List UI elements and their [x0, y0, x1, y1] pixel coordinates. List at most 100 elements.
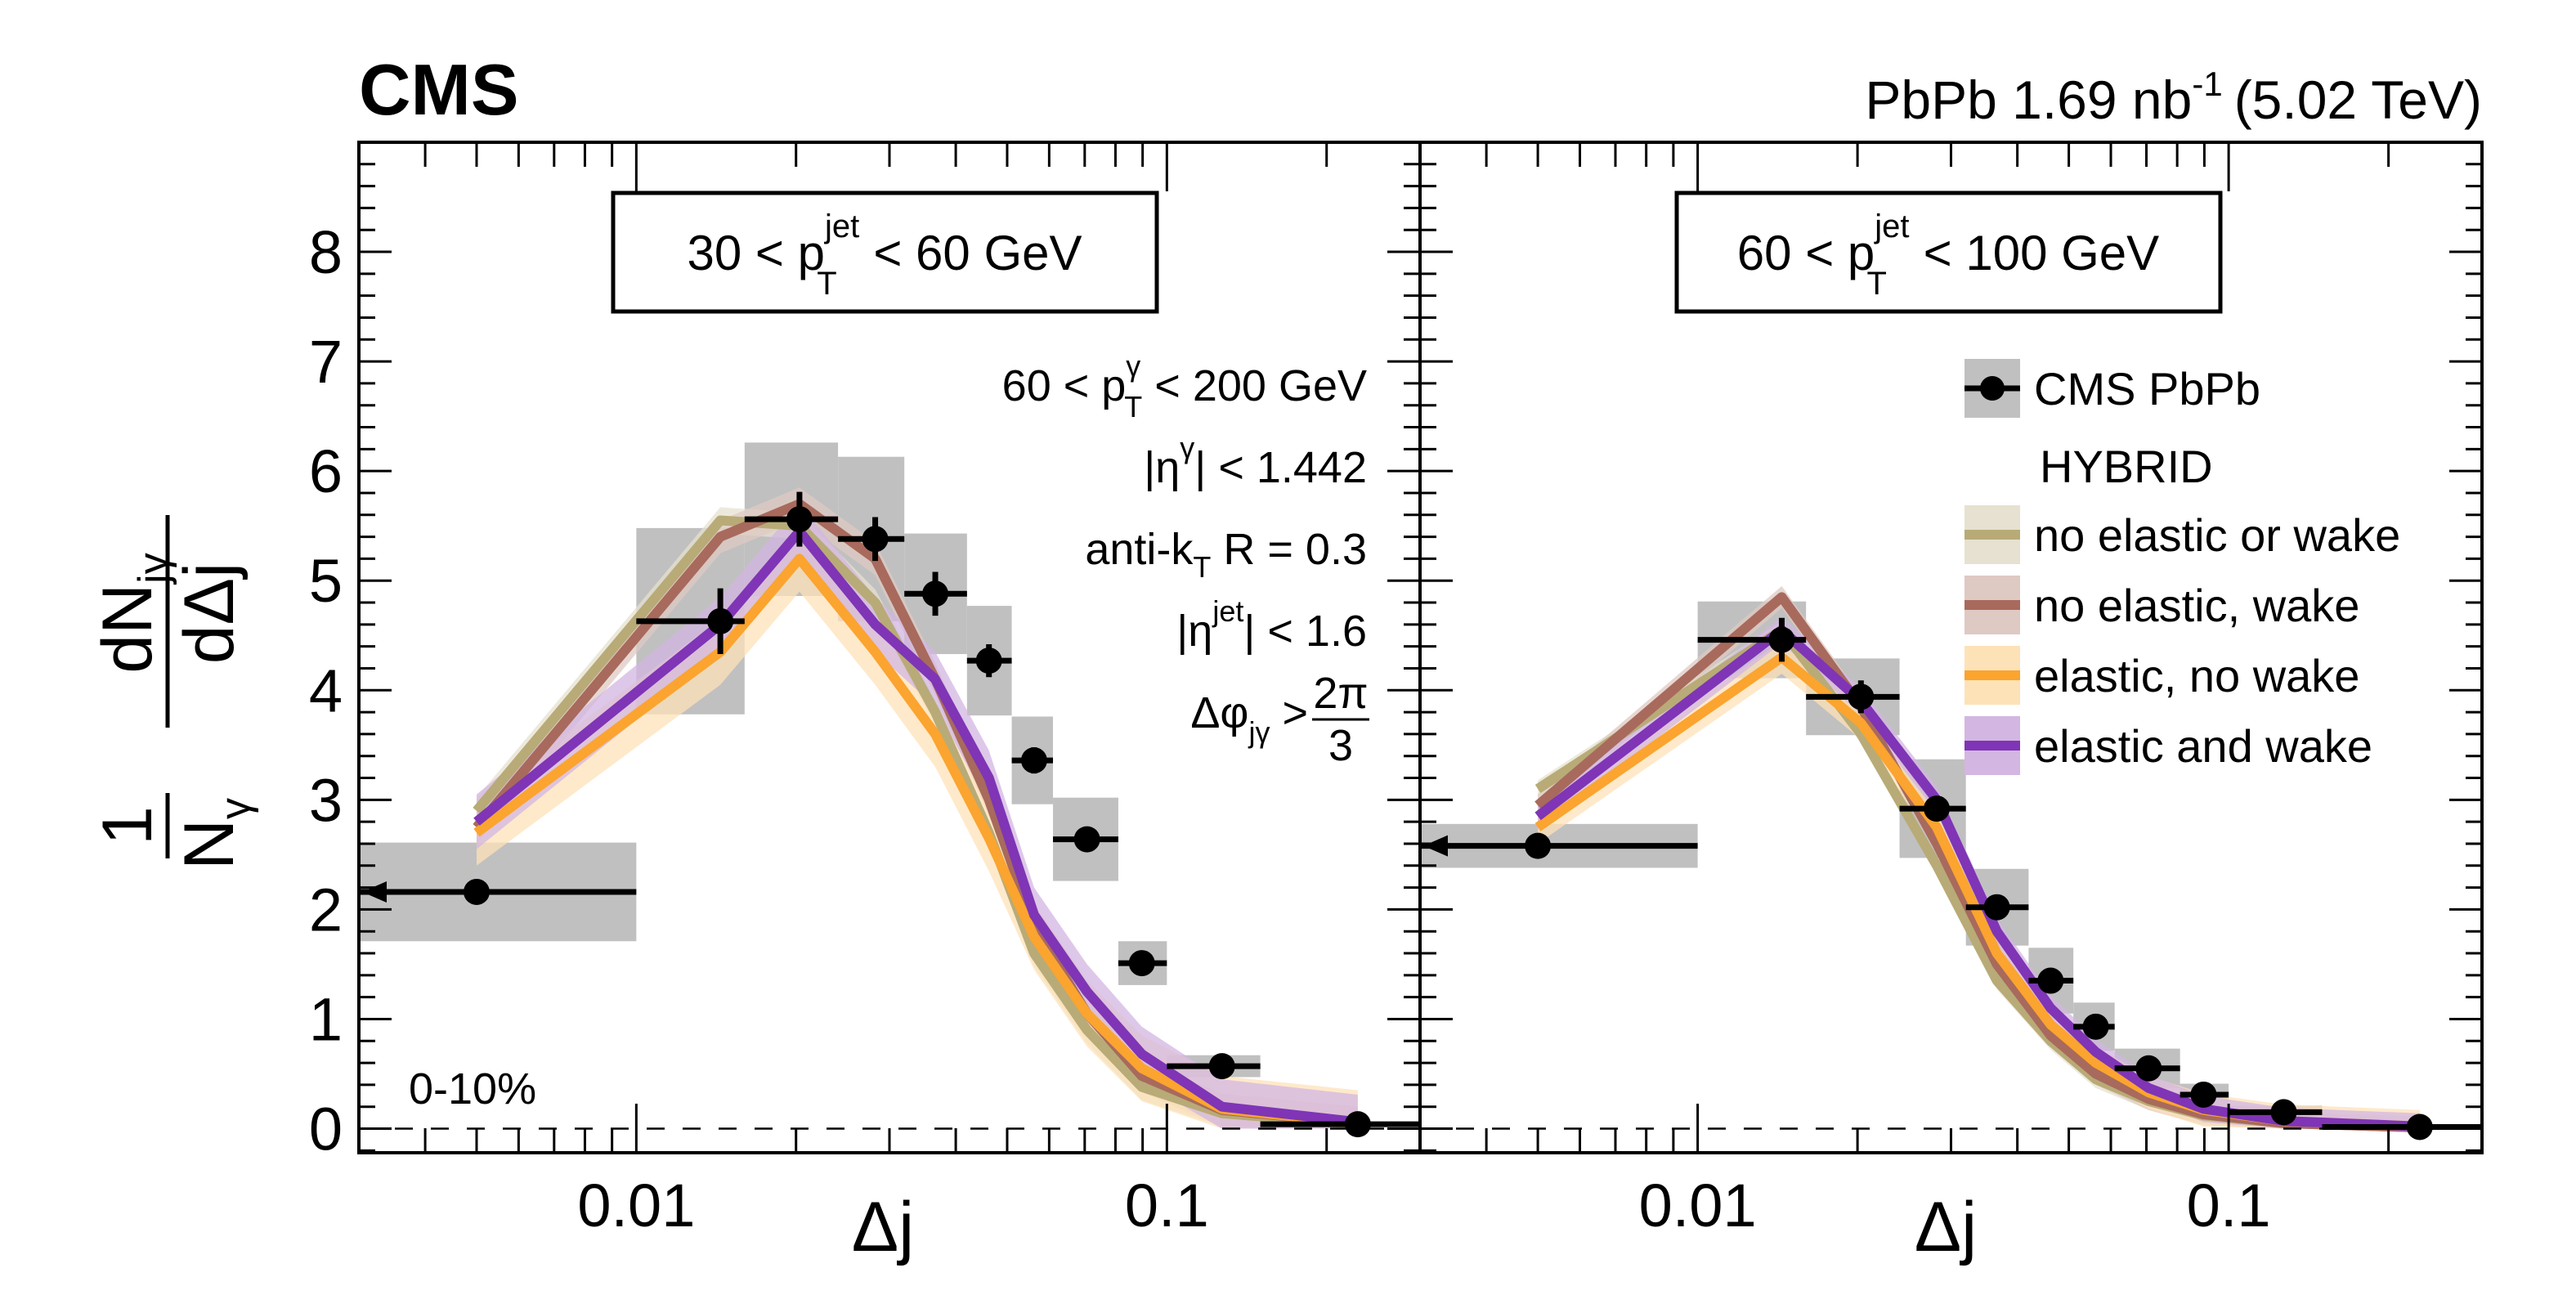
y-tick-label: 3 — [309, 766, 343, 834]
y-tick-label: 7 — [309, 328, 343, 396]
y-tick-label: 4 — [309, 656, 343, 724]
legend-line-swatch — [1964, 600, 2020, 610]
data-point — [2190, 1081, 2217, 1108]
jet-eta-sup: jet — [1212, 594, 1243, 628]
jet-pt-box-left-frame — [611, 190, 1159, 314]
model-line-4 — [473, 526, 1359, 1127]
y-axis-label: 1 Nγ dNjγ dΔj — [88, 515, 259, 870]
centrality-label: 0-10% — [409, 1064, 536, 1114]
panel-right: 0.01 0.1 — [1418, 141, 2484, 1239]
lumi-energy-label: PbPb 1.69 nb-1 (5.02 TeV) — [1865, 65, 2482, 130]
legend-model-label: elastic, no wake — [2034, 650, 2359, 701]
jet-pt-right-sup: jet — [1874, 208, 1909, 244]
jet-pt-left-sub: T — [817, 266, 836, 302]
model-band-4 — [476, 504, 1358, 1129]
data-point — [1208, 1053, 1235, 1080]
jet-pt-left-post: < 60 GeV — [860, 226, 1082, 280]
dphi-cut: Δφjγ > — [1190, 688, 1308, 749]
photon-pt-sup: γ — [1126, 349, 1140, 383]
x-tick-label: 0.1 — [2187, 1172, 2271, 1239]
experiment-label: CMS — [359, 49, 519, 130]
jet-pt-label-right: 60 < pjet T < 100 GeV — [1737, 208, 2159, 302]
jet-pt-box-left: 30 < pjet T < 60 GeV — [611, 190, 1159, 314]
lumi-unit-sup: -1 — [2192, 65, 2222, 103]
photon-eta-post: | < 1.442 — [1194, 443, 1367, 492]
underflow-arrow — [1423, 835, 1448, 857]
jet-pt-label-left: 30 < pjet T < 60 GeV — [687, 208, 1082, 302]
jet-eta-post: | < 1.6 — [1243, 607, 1367, 656]
panel-left: 0.01 0.1 0 1 2 3 4 5 6 7 8 — [309, 141, 1422, 1239]
jet-algo-pre: anti-k — [1085, 525, 1194, 574]
y-tick-label: 6 — [309, 437, 343, 505]
selection-info: 60 < pγ T < 200 GeV |ηγ| < 1.442 anti-kT … — [1002, 349, 1369, 770]
photon-eta-pre: |η — [1144, 443, 1180, 492]
data-point — [862, 526, 889, 553]
data-point — [922, 580, 949, 607]
jet-algo: anti-kT R = 0.3 — [1085, 525, 1367, 584]
data-point — [2037, 967, 2064, 994]
photon-eta-sup: γ — [1180, 431, 1194, 464]
dphi-sub: jγ — [1248, 715, 1270, 749]
photon-pt-sub: T — [1124, 390, 1142, 423]
legend-line-swatch — [1964, 741, 2020, 751]
x-tick-label: 0.01 — [1639, 1172, 1757, 1239]
data-point — [2082, 1013, 2109, 1040]
legend-line-swatch — [1964, 670, 2020, 680]
photon-pt-post: < 200 GeV — [1142, 361, 1367, 410]
data-point — [1344, 1111, 1371, 1138]
data-point — [2406, 1114, 2433, 1140]
x-axis-label-left: Δj — [852, 1188, 915, 1266]
ylabel-prefactor-den: Nγ — [170, 798, 259, 870]
data-point — [463, 878, 490, 905]
data-point — [1848, 683, 1875, 710]
underflow-arrow — [362, 881, 387, 903]
legend: CMS PbPb HYBRID no elastic or wake no ela… — [1964, 359, 2400, 775]
jet-pt-right-pre: 60 < p — [1737, 226, 1875, 280]
jet-pt-box-right-frame — [1674, 190, 2223, 314]
jet-eta-cut: |ηjet| < 1.6 — [1176, 594, 1367, 656]
dphi-pre: Δφ — [1190, 688, 1248, 737]
jet-pt-right-post: < 100 GeV — [1910, 226, 2159, 280]
jet-pt-left-pre: 30 < p — [687, 226, 825, 280]
ylabel-den: dΔj — [170, 562, 249, 664]
y-tick-label: 8 — [309, 218, 343, 286]
jet-eta-pre: |η — [1176, 607, 1212, 656]
y-tick-label: 0 — [309, 1096, 343, 1163]
legend-line-swatch — [1964, 530, 2020, 540]
jet-pt-right-sub: T — [1867, 266, 1887, 302]
model-line-3 — [473, 553, 1359, 1128]
data-point — [1525, 832, 1552, 859]
data-point — [975, 648, 1002, 674]
jet-algo-post: R = 0.3 — [1211, 525, 1367, 574]
jet-pt-box-right: 60 < pjet T < 100 GeV — [1674, 190, 2223, 314]
data-point — [2270, 1099, 2297, 1126]
y-tick-label: 5 — [309, 547, 343, 615]
legend-model-label: no elastic, wake — [2034, 580, 2359, 631]
data-point — [1983, 894, 2010, 921]
legend-model-label: elastic and wake — [2034, 720, 2372, 772]
ylabel-prefactor-num: 1 — [88, 806, 167, 845]
jet-algo-sub: T — [1193, 550, 1211, 584]
x-tick-label: 0.01 — [577, 1172, 695, 1239]
data-point — [1020, 747, 1047, 774]
legend-data-label: CMS PbPb — [2034, 363, 2260, 414]
photon-eta-cut: |ηγ| < 1.442 — [1144, 431, 1367, 492]
dphi-frac-num: 2π — [1313, 669, 1368, 718]
data-point — [1768, 626, 1795, 653]
x-axis-label-right: Δj — [1915, 1188, 1978, 1266]
data-point — [707, 607, 734, 634]
ylabel-dn: dN — [88, 584, 167, 674]
data-point — [1924, 795, 1951, 822]
jet-pt-left-sup: jet — [824, 208, 859, 244]
lumi-text: PbPb 1.69 nb — [1865, 69, 2192, 130]
data-point — [1073, 826, 1100, 853]
model-band-3 — [476, 526, 1358, 1129]
energy-text: (5.02 TeV) — [2234, 69, 2482, 130]
data-point — [1128, 950, 1155, 977]
ylabel-num: dNjγ — [88, 553, 177, 674]
y-tick-label: 1 — [309, 985, 343, 1053]
data-point — [786, 506, 813, 533]
data-point — [2135, 1055, 2162, 1082]
dphi-frac-den: 3 — [1328, 721, 1353, 770]
